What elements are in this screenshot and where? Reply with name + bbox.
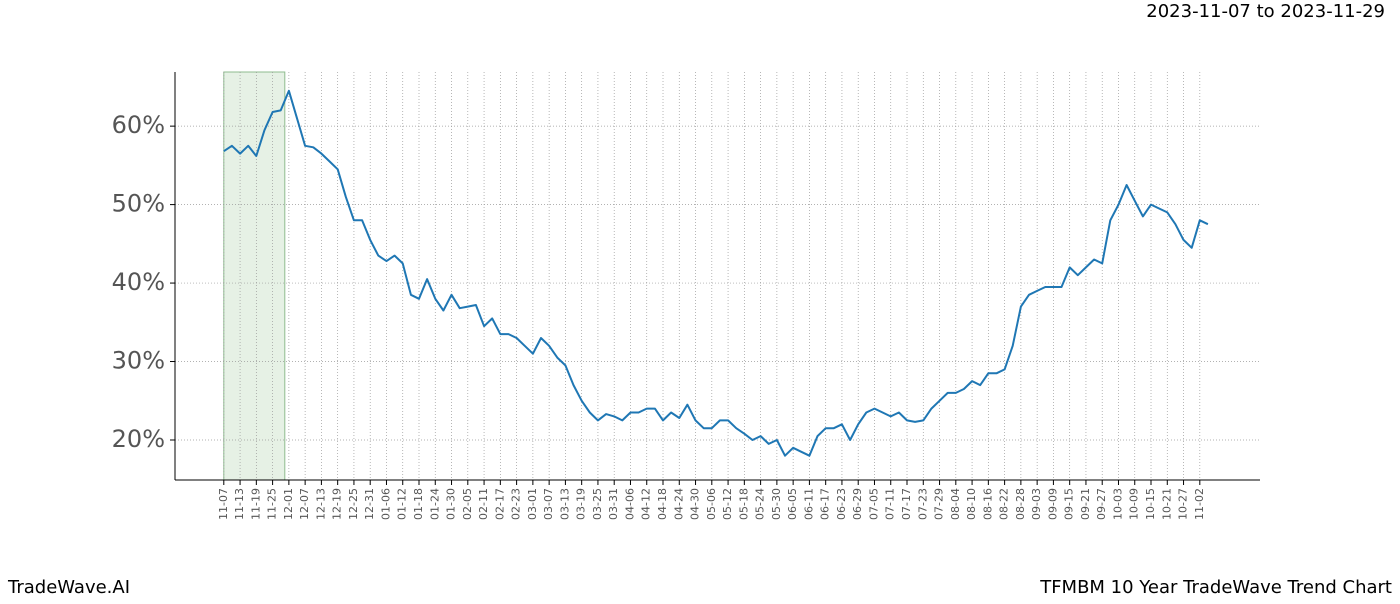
x-tick-label: 09-27 (1095, 488, 1108, 520)
x-tick-label: 03-31 (607, 488, 620, 520)
x-tick-label: 10-03 (1111, 488, 1124, 520)
x-tick-label: 09-21 (1079, 488, 1092, 520)
x-tick-label: 03-13 (558, 488, 571, 520)
chart-title: TFMBM 10 Year TradeWave Trend Chart (1039, 577, 1392, 598)
date-range: 2023-11-07 to 2023-11-29 (1146, 1, 1385, 22)
x-tick-label: 02-17 (493, 488, 506, 520)
x-tick-label: 08-04 (949, 488, 962, 520)
x-tick-label: 10-15 (1144, 488, 1157, 520)
x-tick-label: 07-17 (900, 488, 913, 520)
x-tick-label: 10-21 (1160, 488, 1173, 520)
x-tick-label: 11-13 (233, 488, 246, 520)
x-tick-label: 01-06 (379, 488, 392, 520)
x-tick-label: 11-19 (249, 488, 262, 520)
highlight-band (223, 71, 286, 481)
x-tick-label: 12-25 (347, 488, 360, 520)
x-tick-label: 08-22 (998, 488, 1011, 520)
x-tick-label: 06-11 (802, 488, 815, 520)
x-tick-label: 05-12 (721, 488, 734, 520)
x-tick-label: 08-10 (965, 488, 978, 520)
x-tick-label: 12-31 (363, 488, 376, 520)
x-tick-label: 12-13 (314, 488, 327, 520)
x-tick-label: 05-30 (770, 488, 783, 520)
x-tick-label: 07-29 (933, 488, 946, 520)
x-tick-label: 04-06 (623, 488, 636, 520)
x-tick-label: 03-25 (591, 488, 604, 520)
x-tick-label: 04-12 (640, 488, 653, 520)
x-tick-label: 06-23 (835, 488, 848, 520)
x-tick-label: 06-29 (851, 488, 864, 520)
x-tick-label: 10-09 (1128, 488, 1141, 520)
trend-line (223, 89, 1209, 457)
x-tick-label: 04-18 (656, 488, 669, 520)
x-tick-label: 07-23 (916, 488, 929, 520)
x-tick-label: 03-07 (542, 488, 555, 520)
x-tick-label: 02-05 (461, 488, 474, 520)
x-tick-label: 09-15 (1063, 488, 1076, 520)
brand: TradeWave.AI (7, 577, 130, 598)
x-tick-label: 03-19 (575, 488, 588, 520)
y-tick-label: 60% (112, 111, 165, 139)
x-tick-label: 09-09 (1046, 488, 1059, 520)
x-tick-label: 07-05 (867, 488, 880, 520)
x-tick-label: 02-23 (510, 488, 523, 520)
x-tick-label: 01-24 (428, 488, 441, 520)
x-tick-label: 01-18 (412, 488, 425, 520)
x-tick-label: 08-16 (981, 488, 994, 520)
x-tick-label: 06-05 (786, 488, 799, 520)
x-tick-label: 03-01 (526, 488, 539, 520)
x-tick-label: 05-18 (737, 488, 750, 520)
x-tick-label: 01-30 (445, 488, 458, 520)
x-tick-label: 05-24 (754, 488, 767, 520)
x-tick-label: 08-28 (1014, 488, 1027, 520)
x-tick-label: 01-12 (396, 488, 409, 520)
x-tick-label: 11-02 (1193, 488, 1206, 520)
y-tick-label: 30% (112, 347, 165, 375)
x-tick-label: 04-30 (689, 488, 702, 520)
x-tick-label: 12-01 (282, 488, 295, 520)
y-tick-label: 20% (112, 425, 165, 453)
x-tick-label: 10-27 (1177, 488, 1190, 520)
x-tick-label: 11-07 (217, 488, 230, 520)
x-tick-label: 12-19 (331, 488, 344, 520)
y-tick-label: 40% (112, 268, 165, 296)
y-tick-label: 50% (112, 190, 165, 218)
x-tick-label: 05-06 (705, 488, 718, 520)
x-tick-label: 02-11 (477, 488, 490, 520)
x-tick-label: 04-24 (672, 488, 685, 520)
x-tick-label: 11-25 (266, 488, 279, 520)
x-tick-label: 12-07 (298, 488, 311, 520)
x-tick-label: 09-03 (1030, 488, 1043, 520)
x-tick-label: 07-11 (884, 488, 897, 520)
x-tick-label: 06-17 (819, 488, 832, 520)
